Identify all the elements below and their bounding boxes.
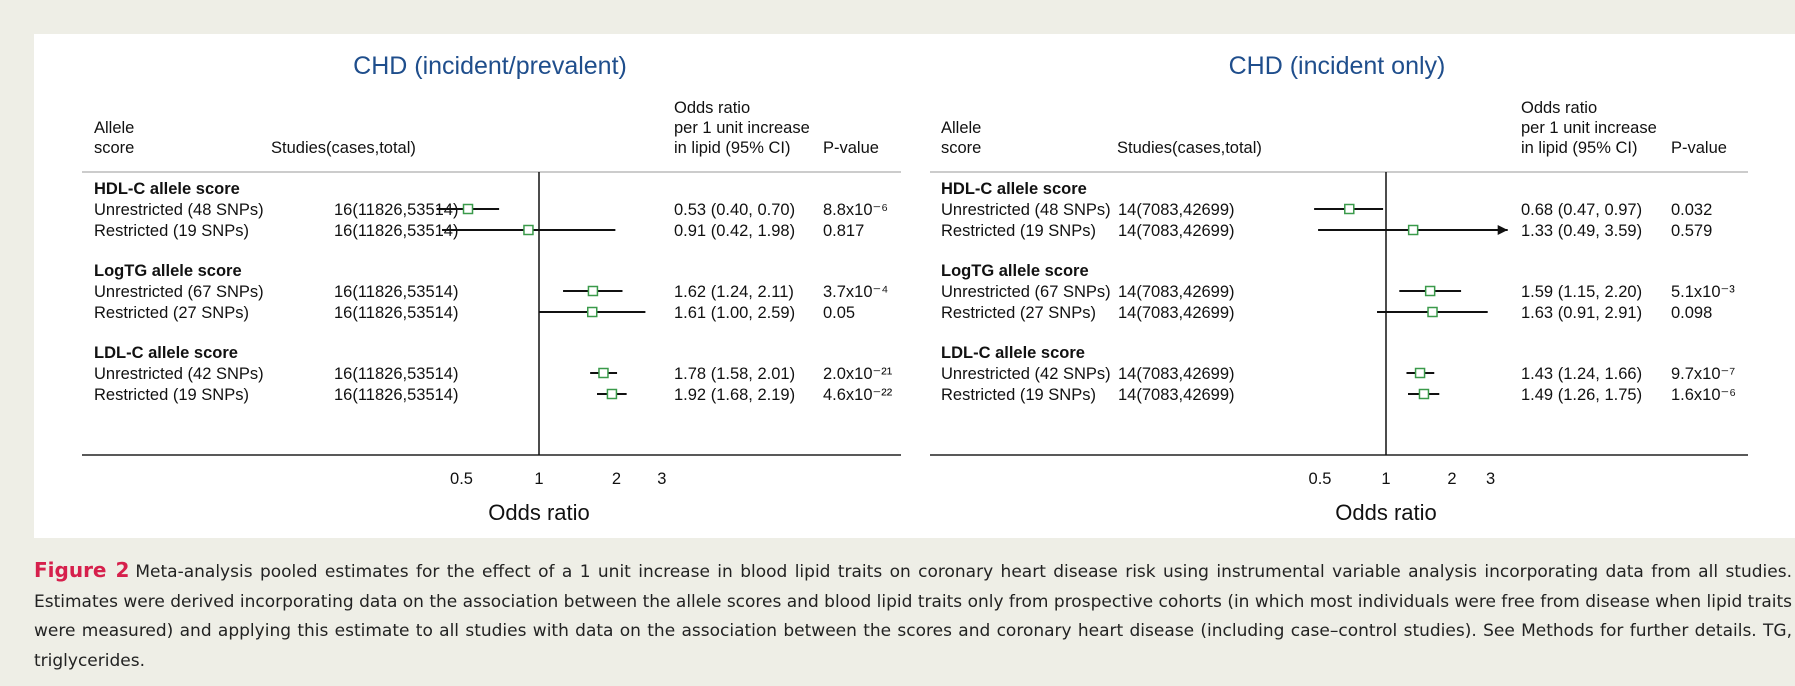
p-value: 0.579 [1671, 222, 1712, 240]
x-tick-label: 1 [534, 470, 543, 488]
column-header: Odds ratio [1521, 99, 1597, 117]
row-label: Unrestricted (67 SNPs) [94, 283, 264, 301]
p-value: 8.8x10⁻⁶ [823, 201, 888, 219]
group-label: HDL-C allele score [94, 180, 240, 198]
value-label: 0.53 (0.40, 0.70) [674, 201, 795, 219]
row-studies: 14(7083,42699) [1118, 386, 1235, 404]
x-axis-label: Odds ratio [488, 500, 590, 525]
x-tick-label: 0.5 [450, 470, 473, 488]
row-studies: 16(11826,53514) [334, 304, 458, 322]
p-value: 1.6x10⁻⁶ [1671, 386, 1736, 404]
column-header: Odds ratio [674, 99, 750, 117]
row-label: Restricted (27 SNPs) [941, 304, 1096, 322]
column-header: P-value [823, 139, 879, 157]
p-value: 5.1x10⁻³ [1671, 283, 1735, 301]
p-value: 0.05 [823, 304, 855, 322]
point-estimate [1414, 367, 1426, 379]
column-header: Allele [941, 119, 981, 137]
row-label: Unrestricted (48 SNPs) [941, 201, 1111, 219]
column-header: P-value [1671, 139, 1727, 157]
x-tick-label: 0.5 [1309, 470, 1332, 488]
value-label: 1.92 (1.68, 2.19) [674, 386, 795, 404]
point-estimate [587, 285, 599, 297]
figure-panel [34, 34, 1795, 538]
row-studies: 16(11826,53514) [334, 283, 458, 301]
column-header: score [941, 139, 981, 157]
chart-title: CHD (incident/prevalent) [353, 52, 627, 80]
chart-title: CHD (incident only) [1229, 52, 1446, 80]
x-tick-label: 3 [1486, 470, 1495, 488]
row-studies: 14(7083,42699) [1118, 283, 1235, 301]
group-label: LDL-C allele score [941, 344, 1085, 362]
p-value: 4.6x10⁻²² [823, 386, 893, 404]
p-value: 3.7x10⁻⁴ [823, 283, 888, 301]
point-estimate [598, 367, 609, 379]
value-label: 1.43 (1.24, 1.66) [1521, 365, 1642, 383]
figure: CHD (incident/prevalent) Allele score Studi… [34, 34, 1795, 538]
row-label: Restricted (19 SNPs) [941, 386, 1096, 404]
point-estimate [586, 306, 598, 318]
caption-text: Meta-analysis pooled estimates for the e… [34, 562, 1792, 671]
row-label: Unrestricted (42 SNPs) [94, 365, 264, 383]
row-label: Restricted (27 SNPs) [94, 304, 249, 322]
column-header: Allele [94, 119, 134, 137]
p-value: 0.817 [823, 222, 864, 240]
row-label: Unrestricted (42 SNPs) [941, 365, 1111, 383]
column-header: in lipid (95% CI) [674, 139, 790, 157]
group-label: HDL-C allele score [941, 180, 1087, 198]
value-label: 1.63 (0.91, 2.91) [1521, 304, 1642, 322]
x-tick-label: 2 [1447, 470, 1456, 488]
point-estimate [462, 203, 474, 215]
point-estimate [1407, 224, 1419, 236]
row-studies: 14(7083,42699) [1118, 365, 1235, 383]
value-label: 0.68 (0.47, 0.97) [1521, 201, 1642, 219]
point-estimate [1427, 306, 1438, 318]
row-label: Unrestricted (48 SNPs) [94, 201, 264, 219]
column-header: in lipid (95% CI) [1521, 139, 1637, 157]
value-label: 1.59 (1.15, 2.20) [1521, 283, 1642, 301]
point-estimate [1424, 285, 1436, 297]
group-label: LogTG allele score [941, 262, 1089, 280]
row-label: Restricted (19 SNPs) [94, 386, 249, 404]
point-estimate [1344, 203, 1355, 215]
value-label: 1.62 (1.24, 2.11) [674, 283, 794, 301]
point-estimate [523, 224, 534, 236]
group-label: LDL-C allele score [94, 344, 238, 362]
row-studies: 16(11826,53514) [334, 222, 458, 240]
x-tick-label: 3 [657, 470, 666, 488]
column-header: score [94, 139, 134, 157]
point-estimate [1418, 388, 1430, 400]
p-value: 9.7x10⁻⁷ [1671, 365, 1735, 383]
x-tick-label: 1 [1381, 470, 1390, 488]
row-studies: 14(7083,42699) [1118, 201, 1235, 219]
row-label: Restricted (19 SNPs) [94, 222, 249, 240]
x-tick-label: 2 [612, 470, 621, 488]
column-header: per 1 unit increase [674, 119, 810, 137]
row-label: Restricted (19 SNPs) [941, 222, 1096, 240]
row-label: Unrestricted (67 SNPs) [941, 283, 1111, 301]
group-label: LogTG allele score [94, 262, 242, 280]
point-estimate [606, 388, 618, 400]
p-value: 2.0x10⁻²¹ [823, 365, 893, 383]
row-studies: 14(7083,42699) [1118, 304, 1235, 322]
value-label: 1.49 (1.26, 1.75) [1521, 386, 1642, 404]
column-header: per 1 unit increase [1521, 119, 1657, 137]
p-value: 0.098 [1671, 304, 1712, 322]
caption-label: Figure 2 [34, 558, 130, 582]
value-label: 1.78 (1.58, 2.01) [674, 365, 795, 383]
row-studies: 16(11826,53514) [334, 201, 458, 219]
value-label: 1.61 (1.00, 2.59) [674, 304, 795, 322]
column-header: Studies(cases,total) [1117, 139, 1262, 157]
row-studies: 14(7083,42699) [1118, 222, 1235, 240]
caption: Figure 2 Meta-analysis pooled estimates f… [34, 556, 1792, 676]
value-label: 1.33 (0.49, 3.59) [1521, 222, 1642, 240]
x-axis-label: Odds ratio [1335, 500, 1437, 525]
row-studies: 16(11826,53514) [334, 386, 458, 404]
ci-arrow [1497, 225, 1508, 235]
row-studies: 16(11826,53514) [334, 365, 458, 383]
p-value: 0.032 [1671, 201, 1712, 219]
value-label: 0.91 (0.42, 1.98) [674, 222, 795, 240]
column-header: Studies(cases,total) [271, 139, 416, 157]
